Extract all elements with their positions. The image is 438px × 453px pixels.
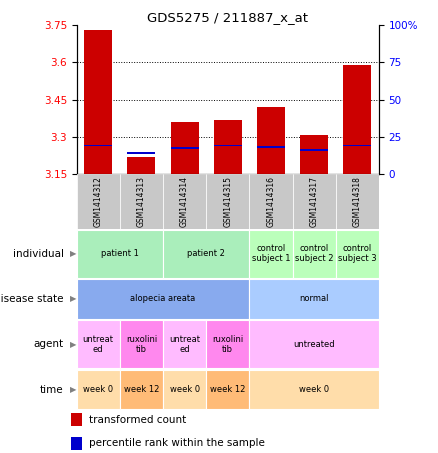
Text: alopecia areata: alopecia areata bbox=[131, 294, 196, 304]
Bar bbox=[120, 370, 163, 409]
Text: ▶: ▶ bbox=[70, 249, 77, 258]
Bar bbox=[249, 174, 293, 229]
Bar bbox=[206, 174, 249, 229]
Text: GSM1414315: GSM1414315 bbox=[223, 176, 232, 227]
Bar bbox=[300, 135, 328, 174]
Text: week 0: week 0 bbox=[170, 385, 200, 394]
Text: GSM1414316: GSM1414316 bbox=[266, 176, 276, 227]
Bar bbox=[170, 148, 198, 149]
Text: control
subject 2: control subject 2 bbox=[295, 244, 333, 263]
Bar bbox=[170, 122, 198, 174]
Bar bbox=[163, 174, 206, 229]
Bar bbox=[77, 230, 163, 278]
Bar bbox=[77, 320, 120, 368]
Title: GDS5275 / 211887_x_at: GDS5275 / 211887_x_at bbox=[147, 11, 308, 24]
Text: untreated: untreated bbox=[293, 340, 335, 349]
Text: ruxolini
tib: ruxolini tib bbox=[126, 335, 157, 354]
Bar bbox=[77, 370, 120, 409]
Text: individual: individual bbox=[13, 249, 64, 259]
Text: GSM1414318: GSM1414318 bbox=[353, 176, 362, 227]
Bar bbox=[343, 145, 371, 146]
Bar bbox=[206, 320, 249, 368]
Bar bbox=[249, 370, 379, 409]
Bar bbox=[300, 149, 328, 151]
Bar bbox=[120, 320, 163, 368]
Bar bbox=[127, 152, 155, 154]
Text: GSM1414314: GSM1414314 bbox=[180, 176, 189, 227]
Text: agent: agent bbox=[33, 339, 64, 349]
Text: week 12: week 12 bbox=[210, 385, 245, 394]
Bar bbox=[206, 370, 249, 409]
Text: time: time bbox=[40, 385, 64, 395]
Bar bbox=[293, 174, 336, 229]
Bar bbox=[249, 320, 379, 368]
Text: untreat
ed: untreat ed bbox=[169, 335, 200, 354]
Text: GSM1414313: GSM1414313 bbox=[137, 176, 146, 227]
Text: transformed count: transformed count bbox=[88, 415, 186, 425]
Text: control
subject 3: control subject 3 bbox=[338, 244, 377, 263]
Bar bbox=[336, 230, 379, 278]
Bar bbox=[84, 30, 112, 174]
Bar bbox=[249, 280, 379, 318]
Text: percentile rank within the sample: percentile rank within the sample bbox=[88, 438, 265, 448]
Bar bbox=[71, 414, 82, 426]
Bar bbox=[120, 174, 163, 229]
Text: control
subject 1: control subject 1 bbox=[252, 244, 290, 263]
Text: week 0: week 0 bbox=[83, 385, 113, 394]
Bar bbox=[84, 145, 112, 146]
Text: ▶: ▶ bbox=[70, 385, 77, 394]
Bar bbox=[257, 146, 285, 148]
Text: normal: normal bbox=[299, 294, 329, 304]
Bar bbox=[163, 320, 206, 368]
Bar bbox=[293, 230, 336, 278]
Bar bbox=[71, 437, 82, 449]
Bar bbox=[336, 174, 379, 229]
Bar bbox=[343, 65, 371, 174]
Text: untreat
ed: untreat ed bbox=[83, 335, 114, 354]
Bar bbox=[163, 370, 206, 409]
Text: GSM1414312: GSM1414312 bbox=[94, 176, 103, 227]
Bar bbox=[249, 230, 293, 278]
Text: disease state: disease state bbox=[0, 294, 64, 304]
Text: week 12: week 12 bbox=[124, 385, 159, 394]
Bar bbox=[214, 145, 242, 146]
Text: ▶: ▶ bbox=[70, 294, 77, 304]
Text: GSM1414317: GSM1414317 bbox=[310, 176, 318, 227]
Text: patient 2: patient 2 bbox=[187, 249, 225, 258]
Bar bbox=[77, 174, 120, 229]
Bar bbox=[257, 107, 285, 174]
Text: week 0: week 0 bbox=[299, 385, 329, 394]
Text: ruxolini
tib: ruxolini tib bbox=[212, 335, 244, 354]
Bar bbox=[163, 230, 249, 278]
Bar bbox=[127, 157, 155, 174]
Text: ▶: ▶ bbox=[70, 340, 77, 349]
Bar bbox=[214, 120, 242, 174]
Text: patient 1: patient 1 bbox=[101, 249, 139, 258]
Bar bbox=[77, 280, 249, 318]
